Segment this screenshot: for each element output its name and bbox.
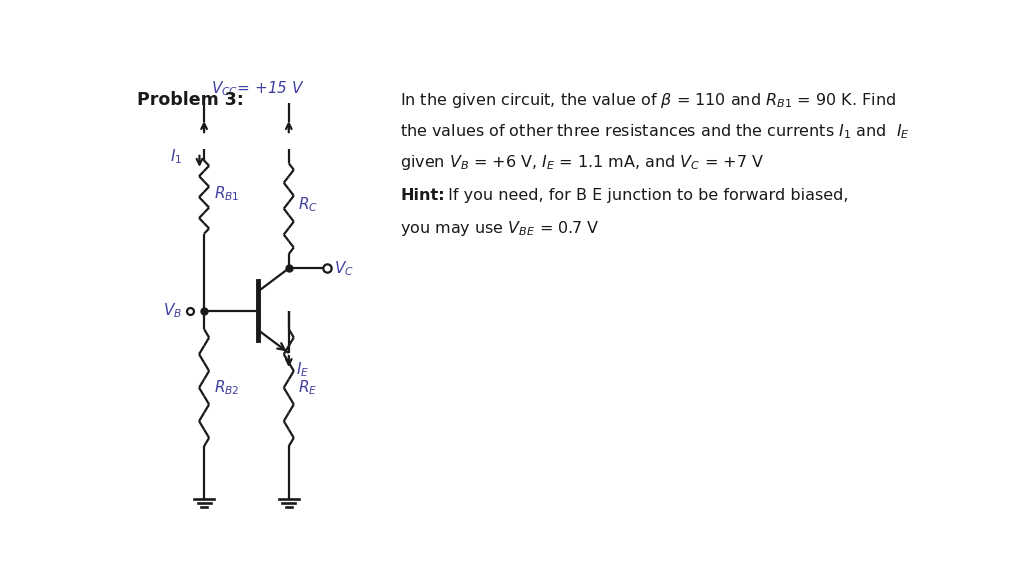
Text: $I_E$: $I_E$ — [297, 360, 310, 379]
Text: $R_{B1}$: $R_{B1}$ — [214, 184, 239, 203]
Text: given $V_B$ = +6 V, $I_E$ = 1.1 mA, and $V_C$ = +7 V: given $V_B$ = +6 V, $I_E$ = 1.1 mA, and … — [401, 153, 764, 172]
Text: you may use $V_{BE}$ = 0.7 V: you may use $V_{BE}$ = 0.7 V — [401, 219, 600, 238]
Text: $I_1$: $I_1$ — [170, 147, 183, 166]
Text: If you need, for B E junction to be forward biased,: If you need, for B E junction to be forw… — [443, 188, 848, 203]
Text: $V_{CC}$= +15 V: $V_{CC}$= +15 V — [212, 79, 305, 98]
Text: $R_C$: $R_C$ — [298, 195, 318, 214]
Text: Problem 3:: Problem 3: — [137, 91, 244, 109]
Text: $V_B$: $V_B$ — [163, 301, 183, 320]
Text: $V_C$: $V_C$ — [334, 259, 354, 278]
Text: In the given circuit, the value of $\beta$ = 110 and $R_{B1}$ = 90 K. Find: In the given circuit, the value of $\bet… — [401, 91, 897, 110]
Text: $R_{B2}$: $R_{B2}$ — [214, 379, 239, 397]
Text: the values of other three resistances and the currents $I_1$ and  $I_E$: the values of other three resistances an… — [401, 122, 910, 141]
Text: $R_E$: $R_E$ — [298, 379, 317, 397]
Text: Hint:: Hint: — [401, 188, 445, 203]
